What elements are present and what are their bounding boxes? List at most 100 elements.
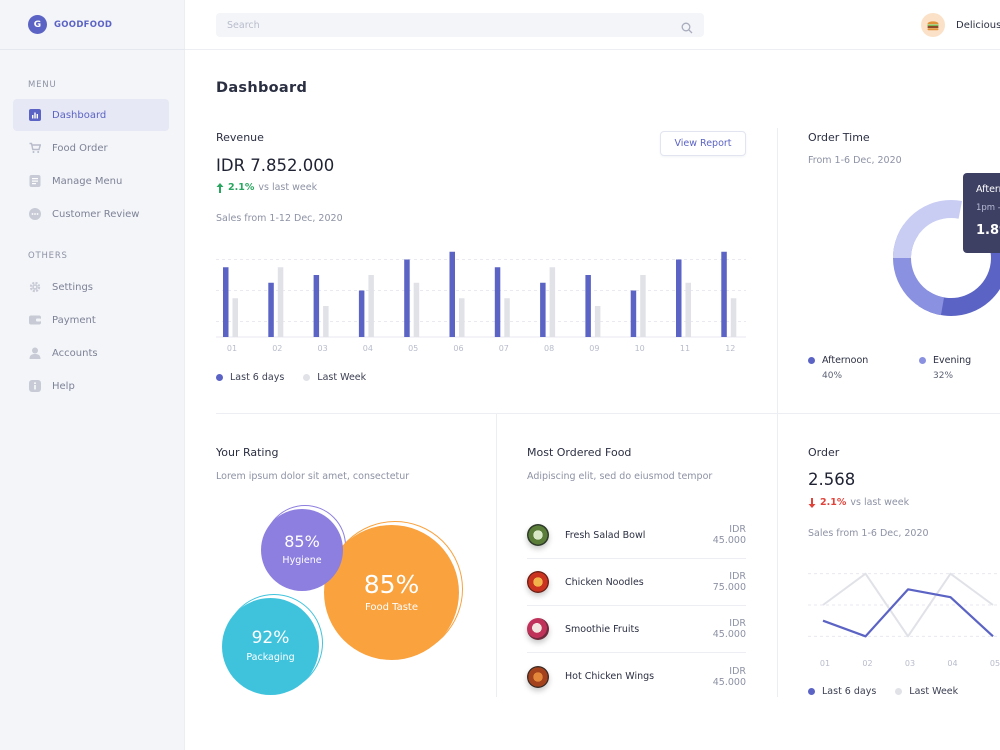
- bar[interactable]: [549, 267, 556, 337]
- food-name: Fresh Salad Bowl: [565, 529, 646, 541]
- chicken-wings-icon: [527, 665, 549, 688]
- burger-icon: [927, 21, 939, 31]
- rating-bubble-hygiene: 85% Hygiene: [261, 509, 343, 591]
- user-menu[interactable]: Delicious Burger: [921, 13, 1000, 37]
- order-title: Order: [808, 446, 840, 459]
- arrow-up-icon: [216, 182, 224, 193]
- sidebar-item-label: Help: [52, 380, 75, 392]
- bar[interactable]: [368, 275, 374, 337]
- bar[interactable]: [413, 282, 420, 337]
- revenue-amount: IDR 7.852.000: [216, 156, 335, 175]
- series-line[interactable]: [822, 572, 994, 638]
- legend-pct: 40%: [822, 371, 843, 381]
- x-tick-label: 03: [318, 344, 328, 353]
- bar[interactable]: [540, 282, 546, 337]
- sidebar-item-settings[interactable]: Settings: [13, 271, 169, 303]
- gear-icon: [29, 281, 41, 293]
- wallet-icon: [29, 314, 41, 326]
- bar[interactable]: [313, 275, 320, 337]
- noodles-icon: [527, 571, 549, 593]
- revenue-title: Revenue: [216, 131, 264, 144]
- topbar: Delicious Burger: [185, 0, 1000, 50]
- food-list-item[interactable]: Fresh Salad Bowl IDR 45.000: [527, 512, 746, 559]
- sidebar: G GOODFOOD MENU Dashboard Food Order Man…: [0, 0, 185, 750]
- bar[interactable]: [268, 282, 274, 337]
- legend-item-last-week: Last Week: [303, 372, 366, 383]
- bar[interactable]: [404, 259, 410, 338]
- x-tick-label: 12: [725, 344, 735, 353]
- revenue-bar-chart: 01 02 03 04 05 06 07 08 09 10 11 12: [216, 251, 746, 353]
- revenue-trend-text: vs last week: [258, 182, 318, 193]
- sidebar-item-label: Food Order: [52, 142, 108, 154]
- user-name: Delicious Burger: [956, 19, 1000, 31]
- divider: [496, 413, 497, 697]
- sidebar-item-help[interactable]: Help: [13, 370, 169, 402]
- order-trend-pct: 2.1%: [820, 497, 847, 508]
- legend-dot: [919, 357, 926, 364]
- bar[interactable]: [721, 251, 727, 337]
- food-list-item[interactable]: Smoothie Fruits IDR 45.000: [527, 606, 746, 653]
- sidebar-item-payment[interactable]: Payment: [13, 304, 169, 336]
- legend-label: Last Week: [909, 686, 959, 697]
- sidebar-item-accounts[interactable]: Accounts: [13, 337, 169, 369]
- series-line[interactable]: [822, 588, 994, 638]
- bar[interactable]: [594, 306, 601, 337]
- brand-logo: G: [28, 15, 47, 34]
- bar[interactable]: [685, 282, 692, 337]
- bar[interactable]: [504, 298, 510, 337]
- brand-divider: [0, 49, 185, 50]
- revenue-legend: Last 6 days Last Week: [216, 372, 385, 383]
- legend-label: Last Week: [317, 372, 367, 383]
- order-time-title: Order Time: [808, 131, 870, 144]
- x-tick-label: 06: [453, 344, 463, 353]
- legend-dot: [303, 374, 311, 381]
- bar[interactable]: [358, 290, 365, 338]
- bar[interactable]: [449, 251, 456, 337]
- food-list-item[interactable]: Chicken Noodles IDR 75.000: [527, 559, 746, 606]
- avatar[interactable]: [921, 13, 945, 37]
- divider: [777, 413, 778, 697]
- user-icon: [29, 347, 41, 359]
- order-trend-text: vs last week: [850, 497, 910, 508]
- divider: [216, 413, 1000, 414]
- rating-subtitle: Lorem ipsum dolor sit amet, consectetur: [216, 471, 410, 482]
- x-tick-label: 07: [499, 344, 509, 353]
- bar[interactable]: [730, 298, 737, 337]
- search-input[interactable]: [227, 19, 667, 31]
- sidebar-item-label: Dashboard: [52, 109, 107, 121]
- brand-name: GOODFOOD: [54, 19, 113, 30]
- bar[interactable]: [630, 290, 637, 338]
- bar[interactable]: [232, 298, 239, 337]
- bar[interactable]: [585, 275, 591, 337]
- sidebar-item-food-order[interactable]: Food Order: [13, 132, 169, 164]
- brand[interactable]: G GOODFOOD: [28, 15, 112, 34]
- donut-slice[interactable]: [893, 200, 1000, 316]
- view-report-button[interactable]: View Report: [660, 131, 746, 156]
- rating-pct: 92%: [251, 628, 290, 648]
- bar[interactable]: [640, 275, 646, 337]
- bar[interactable]: [494, 267, 501, 337]
- arrow-down-icon: [808, 497, 816, 508]
- sidebar-item-dashboard[interactable]: Dashboard: [13, 99, 169, 131]
- legend-label: Last 6 days: [822, 686, 877, 697]
- search-icon[interactable]: [681, 19, 693, 34]
- search-bar: [216, 13, 704, 37]
- bar[interactable]: [676, 259, 682, 338]
- divider: [777, 128, 778, 413]
- revenue-trend: 2.1% vs last week: [216, 182, 317, 193]
- page-title: Dashboard: [216, 80, 308, 96]
- bar[interactable]: [277, 267, 284, 337]
- legend-pct: 32%: [933, 371, 954, 381]
- bar[interactable]: [323, 306, 329, 337]
- tooltip-value: 1.890: [976, 223, 1000, 238]
- order-line-chart: 01 02 03 04 05: [808, 572, 1000, 668]
- legend-item-last-week: Last Week: [895, 686, 958, 697]
- bar[interactable]: [223, 267, 229, 337]
- sidebar-item-customer-review[interactable]: Customer Review: [13, 198, 169, 230]
- bar[interactable]: [459, 298, 465, 337]
- sidebar-item-manage-menu[interactable]: Manage Menu: [13, 165, 169, 197]
- food-list-item[interactable]: Hot Chicken Wings IDR 45.000: [527, 653, 746, 700]
- legend-dot: [808, 688, 815, 695]
- food-price: IDR 45.000: [712, 618, 746, 640]
- sidebar-item-label: Manage Menu: [52, 175, 123, 187]
